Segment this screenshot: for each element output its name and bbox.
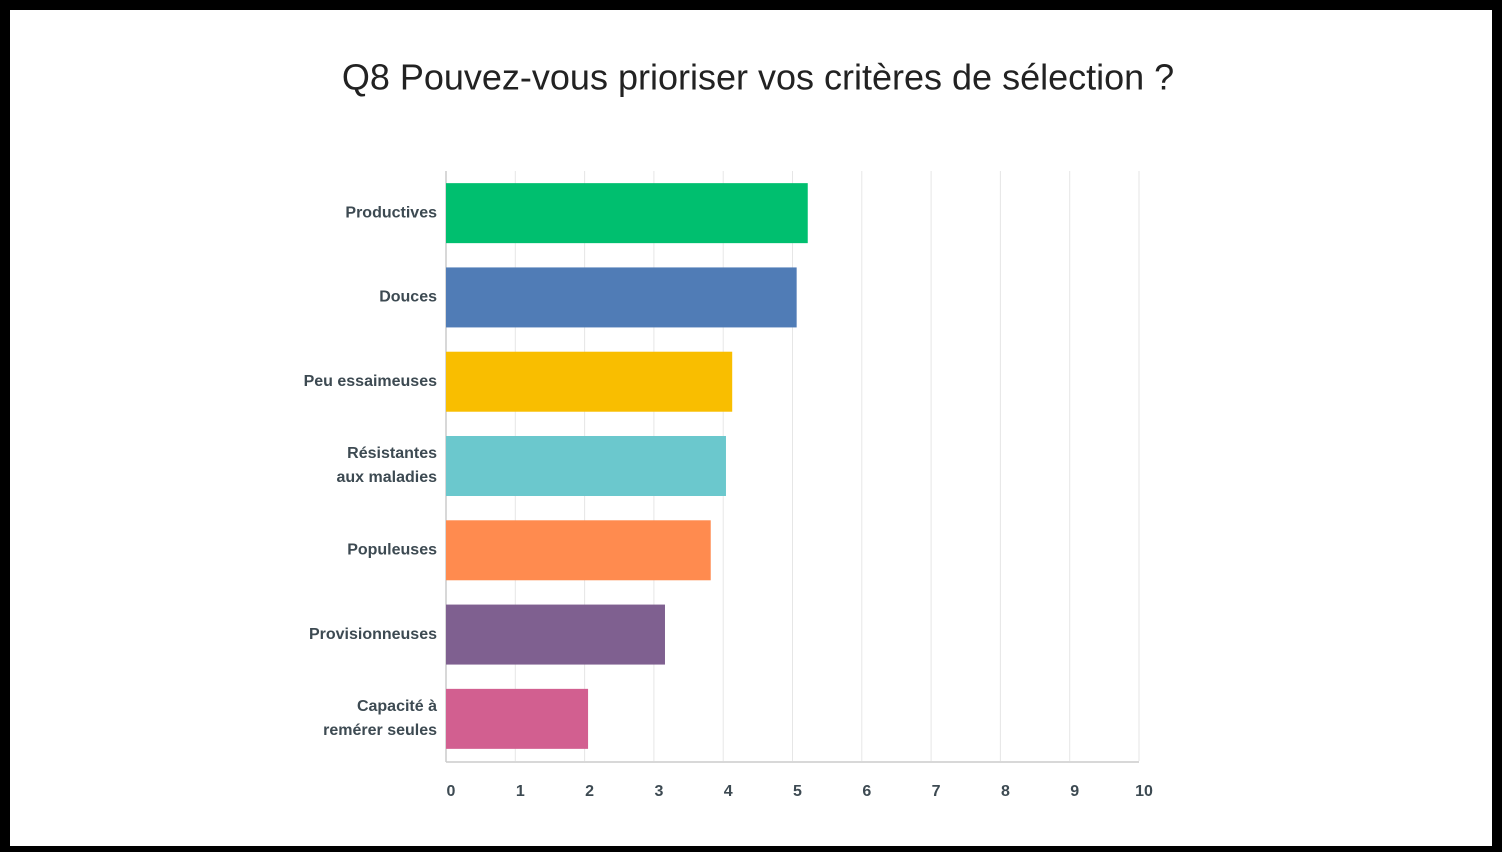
y-tick-label: Capacité à remérer seules xyxy=(323,698,437,739)
y-tick-label: Populeuses xyxy=(347,542,437,559)
x-tick-label: 9 xyxy=(1070,783,1079,800)
bar xyxy=(446,604,665,665)
y-tick-label: Résistantes aux maladies xyxy=(337,445,438,486)
bar xyxy=(446,267,797,328)
y-tick-label: Peu essaimeuses xyxy=(304,373,438,390)
x-tick-label: 2 xyxy=(585,783,594,800)
x-tick-label: 1 xyxy=(516,783,525,800)
bar xyxy=(446,183,808,244)
y-tick-label: Productives xyxy=(345,204,437,221)
bar xyxy=(446,688,589,749)
x-tick-label: 0 xyxy=(447,783,456,800)
x-tick-label: 7 xyxy=(932,783,941,800)
x-tick-label: 4 xyxy=(724,783,733,800)
bar xyxy=(446,520,711,581)
x-tick-label: 5 xyxy=(793,783,802,800)
x-tick-label: 10 xyxy=(1135,783,1153,800)
bar xyxy=(446,436,726,496)
x-tick-label: 8 xyxy=(1001,783,1010,800)
y-tick-label: Provisionneuses xyxy=(309,626,437,643)
x-tick-label: 6 xyxy=(862,783,871,800)
bar xyxy=(446,351,733,412)
y-tick-label: Douces xyxy=(379,289,437,306)
x-tick-label: 3 xyxy=(654,783,663,800)
chart-title: Q8 Pouvez-vous prioriser vos critères de… xyxy=(342,57,1174,98)
